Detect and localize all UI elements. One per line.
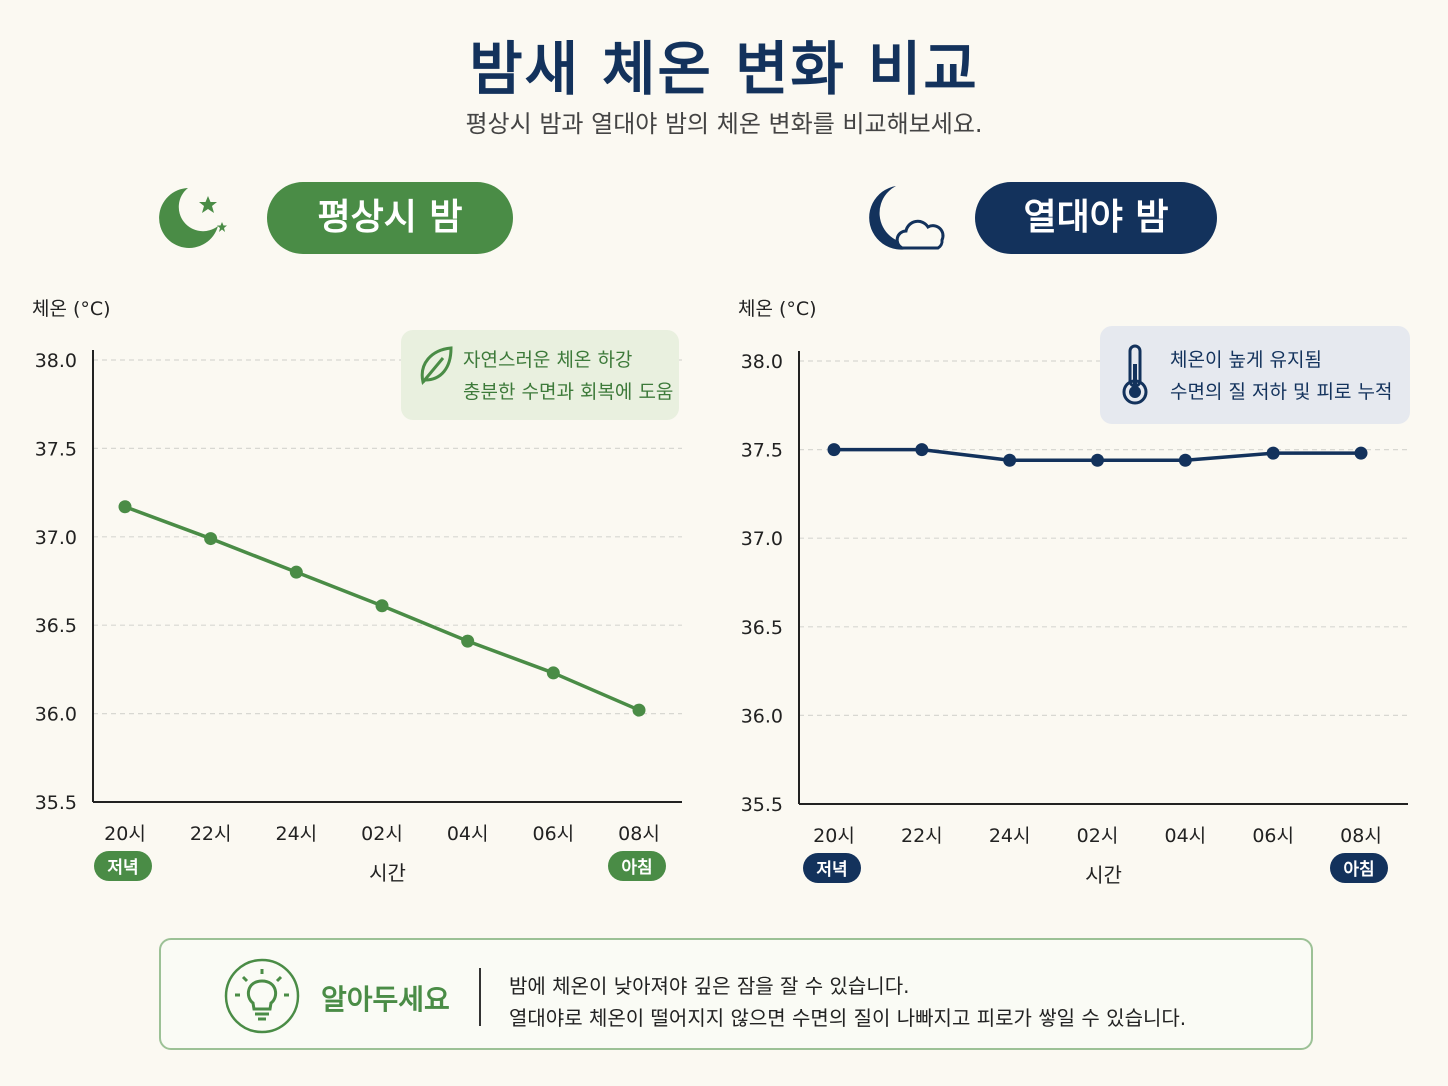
left-badge-start-bg	[94, 851, 152, 881]
tip-line-2: 열대야로 체온이 떨어지지 않으면 수면의 질이 나빠지고 피로가 쌓일 수 있…	[509, 1006, 1187, 1030]
left-y-tick-label: 38.0	[35, 350, 77, 372]
left-x-tick-label: 04시	[447, 823, 489, 845]
moon-stars-icon	[159, 188, 227, 248]
tip-divider	[479, 968, 481, 1026]
right-data-point	[1178, 453, 1192, 467]
left-y-tick-label: 37.0	[35, 527, 77, 549]
normal-night-note-line1: 자연스러운 체온 하강	[463, 349, 633, 371]
left-badge-end-bg	[608, 851, 666, 881]
normal-night-label: 평상시 밤	[267, 182, 513, 254]
right-badge-end: 아침	[1343, 859, 1374, 880]
page-title: 밤새 체온 변화 비교	[469, 35, 979, 103]
normal-night-note: 자연스러운 체온 하강 충분한 수면과 회복에 도움	[401, 330, 679, 420]
tip-label: 알아두세요	[321, 983, 450, 1016]
left-y-tick-label: 37.5	[35, 438, 77, 460]
left-data-point	[204, 532, 218, 546]
tropical-night-label: 열대야 밤	[975, 182, 1217, 254]
right-data-point	[1354, 446, 1368, 460]
left-y-tick-label: 36.5	[35, 615, 77, 637]
tropical-night-note: 체온이 높게 유지됨 수면의 질 저하 및 피로 누적	[1100, 326, 1410, 424]
left-x-tick-label: 24시	[275, 823, 317, 845]
left-y-tick-label: 35.5	[35, 792, 77, 814]
thermometer-icon	[1122, 344, 1148, 405]
left-data-point	[289, 565, 303, 579]
tropical-night-note-line1: 체온이 높게 유지됨	[1170, 349, 1322, 371]
right-badge-start-bg	[803, 853, 861, 883]
lightbulb-icon	[224, 958, 300, 1034]
page-subtitle: 평상시 밤과 열대야 밤의 체온 변화를 비교해보세요.	[465, 110, 983, 138]
tip-box: 알아두세요 밤에 체온이 낮아져야 깊은 잠을 잘 수 있습니다. 열대야로 체…	[159, 938, 1313, 1050]
right-x-tick-label: 04시	[1164, 825, 1206, 847]
right-x-tick-label: 02시	[1077, 825, 1119, 847]
left-data-point	[375, 599, 389, 613]
left-data-point	[546, 666, 560, 680]
right-y-tick-label: 38.0	[741, 351, 783, 373]
moon-cloud-icon	[869, 186, 945, 250]
left-y-tick-label: 36.0	[35, 704, 77, 726]
right-y-tick-label: 35.5	[741, 794, 783, 816]
left-badge-start: 저녁	[107, 858, 138, 878]
right-x-tick-label: 06시	[1252, 825, 1294, 847]
left-x-tick-label: 20시	[104, 823, 146, 845]
right-data-point	[827, 443, 841, 457]
right-x-tick-label: 22시	[901, 825, 943, 847]
right-badge-start: 저녁	[816, 860, 847, 880]
left-x-tick-label: 06시	[532, 823, 574, 845]
comparison-charts: 38.0 37.5 37.0 36.5 36.0 35.5 20시 22시 24시 02시 04시 0…	[35, 350, 1408, 887]
right-data-point	[1003, 453, 1017, 467]
leaf-icon	[420, 346, 453, 385]
right-data-point	[915, 443, 929, 457]
right-y-axis-title: 체온 (°C)	[738, 298, 817, 320]
right-data-point	[1266, 446, 1280, 460]
right-x-tick-label: 24시	[989, 825, 1031, 847]
normal-night-note-line2: 충분한 수면과 회복에 도움	[463, 381, 674, 403]
right-badge-end-bg	[1330, 853, 1388, 883]
right-x-tick-label: 20시	[813, 825, 855, 847]
left-data-point	[461, 634, 475, 648]
right-y-tick-label: 37.0	[741, 528, 783, 550]
right-data-point	[1091, 453, 1104, 467]
left-data-point	[632, 703, 646, 717]
left-x-tick-label: 08시	[618, 823, 660, 845]
left-badge-end: 아침	[621, 857, 652, 878]
right-x-tick-label: 08시	[1340, 825, 1382, 847]
right-x-axis-title: 시간	[1085, 863, 1122, 887]
left-y-axis-title: 체온 (°C)	[32, 298, 111, 320]
left-data-point	[118, 500, 132, 514]
left-x-tick-label: 22시	[190, 823, 232, 845]
tropical-night-note-line2: 수면의 질 저하 및 피로 누적	[1170, 381, 1393, 403]
left-x-axis-title: 시간	[369, 861, 406, 885]
right-y-tick-label: 36.5	[741, 617, 783, 639]
left-x-tick-label: 02시	[361, 823, 403, 845]
right-y-tick-label: 36.0	[741, 705, 783, 727]
right-y-tick-label: 37.5	[741, 440, 783, 462]
tip-line-1: 밤에 체온이 낮아져야 깊은 잠을 잘 수 있습니다.	[509, 974, 910, 998]
